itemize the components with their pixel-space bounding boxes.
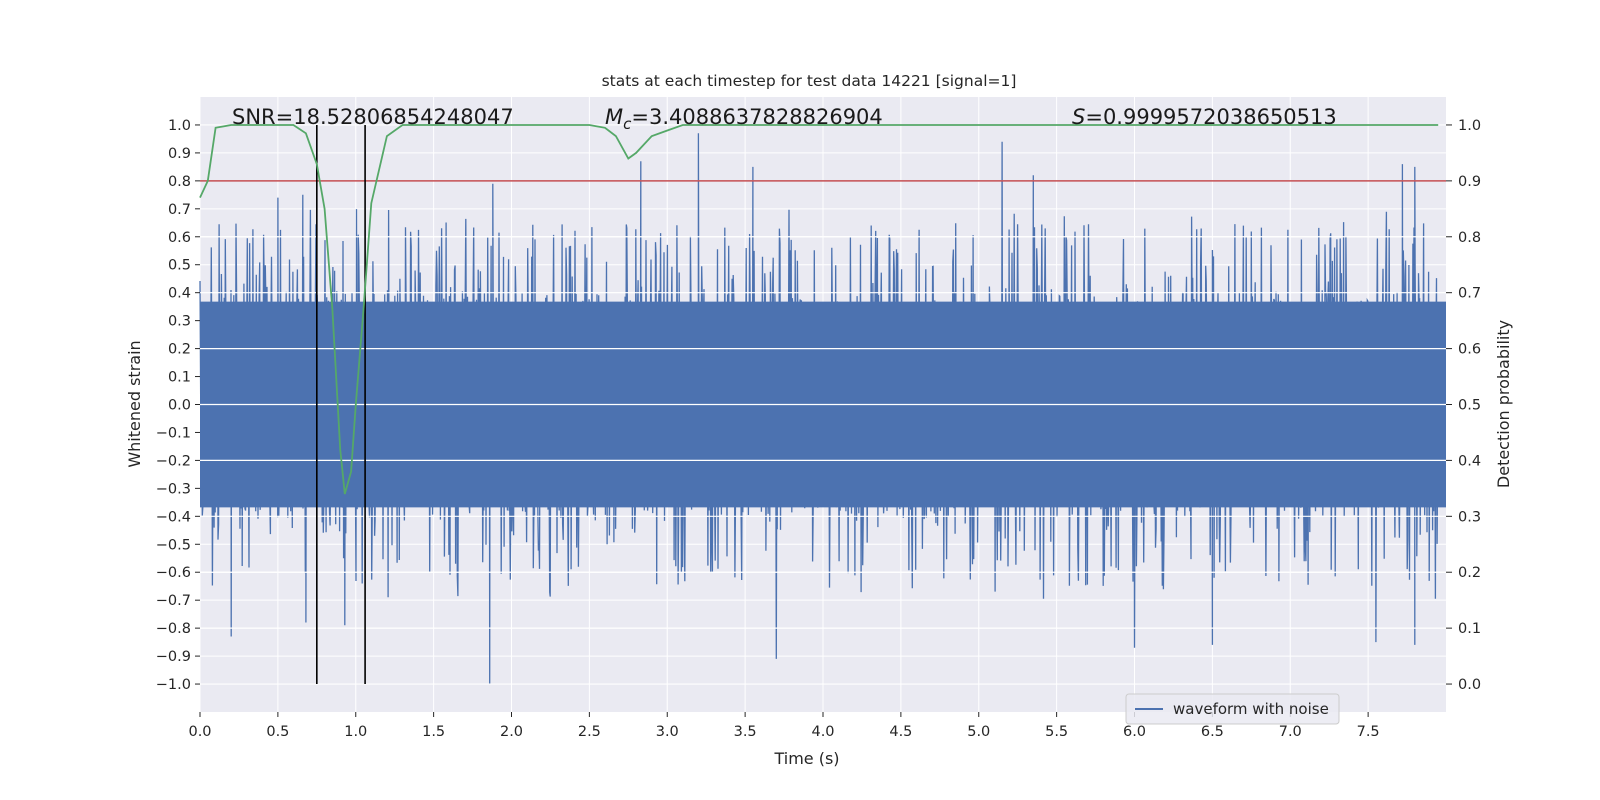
y2-tick-label: 0.3	[1458, 509, 1481, 525]
x-tick-label: 2.0	[500, 724, 523, 740]
y2-tick-label: 0.2	[1458, 565, 1481, 581]
y-tick-label: −0.2	[156, 453, 191, 469]
y2-tick-label: 0.0	[1458, 677, 1481, 693]
x-tick-label: 0.5	[266, 724, 289, 740]
x-tick-label: 2.5	[578, 724, 601, 740]
y-tick-label: 0.6	[168, 230, 191, 246]
y-tick-label: 0.1	[168, 370, 191, 386]
mc-subscript: c	[623, 115, 632, 133]
s-symbol: S	[1072, 105, 1085, 129]
x-tick-label: 3.0	[656, 724, 679, 740]
y-axis-ticks: 1.0 0.9 0.8 0.7 0.6 0.5 0.4 0.3 0.2 0.1 0.0 −0.1 −0.…	[156, 118, 200, 693]
x-tick-label: 3.5	[734, 724, 757, 740]
y2-axis-label: Detection probability	[1494, 320, 1513, 488]
y-tick-label: −1.0	[156, 677, 191, 693]
y-tick-label: −0.9	[156, 649, 191, 665]
y-tick-label: −0.1	[156, 425, 191, 441]
mc-value: =3.4088637828826904	[631, 105, 882, 129]
y2-tick-label: 0.1	[1458, 621, 1481, 637]
y-tick-label: 0.0	[168, 398, 191, 414]
y2-tick-label: 0.4	[1458, 453, 1481, 469]
y2-axis-ticks: 1.0 0.9 0.8 0.7 0.6 0.5 0.4 0.3 0.2 0.1 0.0	[1446, 118, 1481, 693]
probability-line	[199, 124, 1439, 495]
y-tick-label: −0.5	[156, 537, 191, 553]
x-tick-label: 6.0	[1123, 724, 1146, 740]
x-tick-label: 4.0	[811, 724, 834, 740]
y-tick-label: −0.7	[156, 593, 191, 609]
legend-label: waveform with noise	[1173, 700, 1329, 718]
y2-tick-label: 0.8	[1458, 230, 1481, 246]
y-tick-label: 0.9	[168, 146, 191, 162]
legend-box	[1125, 693, 1340, 725]
x-tick-label: 7.5	[1357, 724, 1380, 740]
y2-tick-label: 1.0	[1458, 118, 1481, 134]
x-tick-label: 6.5	[1201, 724, 1224, 740]
y-tick-label: 0.5	[168, 258, 191, 274]
x-tick-label: 0.0	[188, 724, 211, 740]
legend: waveform with noise	[1125, 693, 1340, 725]
y-tick-label: −0.8	[156, 621, 191, 637]
y-tick-label: 0.3	[168, 314, 191, 330]
y2-tick-label: 0.9	[1458, 174, 1481, 190]
snr-annotation: SNR=18.52806854248047	[232, 105, 514, 129]
y-axis-label: Whitened strain	[125, 340, 144, 467]
y2-tick-label: 0.5	[1458, 398, 1481, 414]
y-tick-label: 0.8	[168, 174, 191, 190]
y-tick-label: −0.6	[156, 565, 191, 581]
x-tick-label: 7.0	[1279, 724, 1302, 740]
chart-title: stats at each timestep for test data 142…	[602, 72, 1017, 90]
y-tick-label: −0.4	[156, 509, 191, 525]
x-axis-ticks: 0.0 0.5 1.0 1.5 2.0 2.5 3.0 3.5 4.0 4.5 5.0 5.5 6.0 6…	[188, 712, 1380, 740]
x-tick-label: 5.0	[967, 724, 990, 740]
y-tick-label: 1.0	[168, 118, 191, 134]
s-value: =0.9999572038650513	[1085, 105, 1336, 129]
x-tick-label: 1.0	[344, 724, 367, 740]
y-tick-label: 0.7	[168, 202, 191, 218]
mc-symbol: M	[605, 105, 623, 129]
mc-annotation: Mc=3.4088637828826904	[605, 105, 883, 133]
y-tick-label: −0.3	[156, 481, 191, 497]
s-annotation: S=0.9999572038650513	[1072, 105, 1337, 129]
y2-tick-label: 0.6	[1458, 342, 1481, 358]
vertical-markers	[316, 124, 366, 685]
x-axis-label: Time (s)	[773, 749, 839, 768]
y-tick-label: 0.4	[168, 286, 191, 302]
y2-tick-label: 0.7	[1458, 286, 1481, 302]
y-tick-label: 0.2	[168, 342, 191, 358]
x-tick-label: 4.5	[889, 724, 912, 740]
x-tick-label: 5.5	[1045, 724, 1068, 740]
detection-probability-series	[199, 124, 1439, 495]
x-tick-label: 1.5	[422, 724, 445, 740]
